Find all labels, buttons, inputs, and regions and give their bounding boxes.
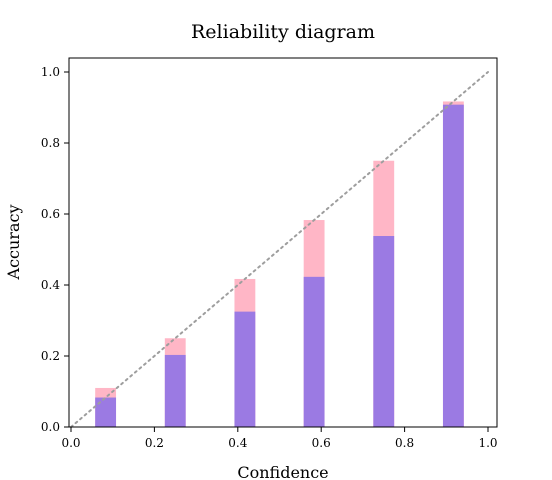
accuracy-bar-4: [373, 236, 395, 427]
chart-title: Reliability diagram: [191, 21, 375, 43]
x-tick-label-0: 0.0: [61, 436, 80, 450]
y-axis-label: Accuracy: [4, 205, 23, 281]
x-axis-ticks: 0.0 0.2 0.4 0.6 0.8 1.0: [61, 427, 498, 450]
x-tick-label-5: 1.0: [478, 436, 497, 450]
y-tick-label-5: 1.0: [41, 65, 60, 79]
accuracy-bar-0: [95, 397, 117, 427]
y-tick-label-3: 0.6: [41, 207, 60, 221]
y-tick-label-0: 0.0: [41, 420, 60, 434]
x-tick-label-4: 0.8: [395, 436, 414, 450]
plot-frame: [68, 57, 498, 428]
y-tick-label-1: 0.2: [41, 349, 60, 363]
x-axis-label: Confidence: [237, 463, 328, 480]
x-tick-label-3: 0.6: [312, 436, 331, 450]
accuracy-bar-5: [442, 104, 464, 427]
y-tick-label-4: 0.8: [41, 136, 60, 150]
x-tick-label-2: 0.4: [228, 436, 247, 450]
accuracy-bar-1: [164, 354, 186, 427]
perfect-calibration-line: [70, 71, 489, 428]
x-tick-label-1: 0.2: [145, 436, 164, 450]
y-tick-label-2: 0.4: [41, 278, 60, 292]
accuracy-bar-3: [303, 276, 325, 427]
y-axis-ticks: 0.0 0.2 0.4 0.6 0.8 1.0: [41, 65, 69, 434]
bars-layer: [95, 101, 464, 427]
accuracy-bar-2: [234, 311, 256, 427]
